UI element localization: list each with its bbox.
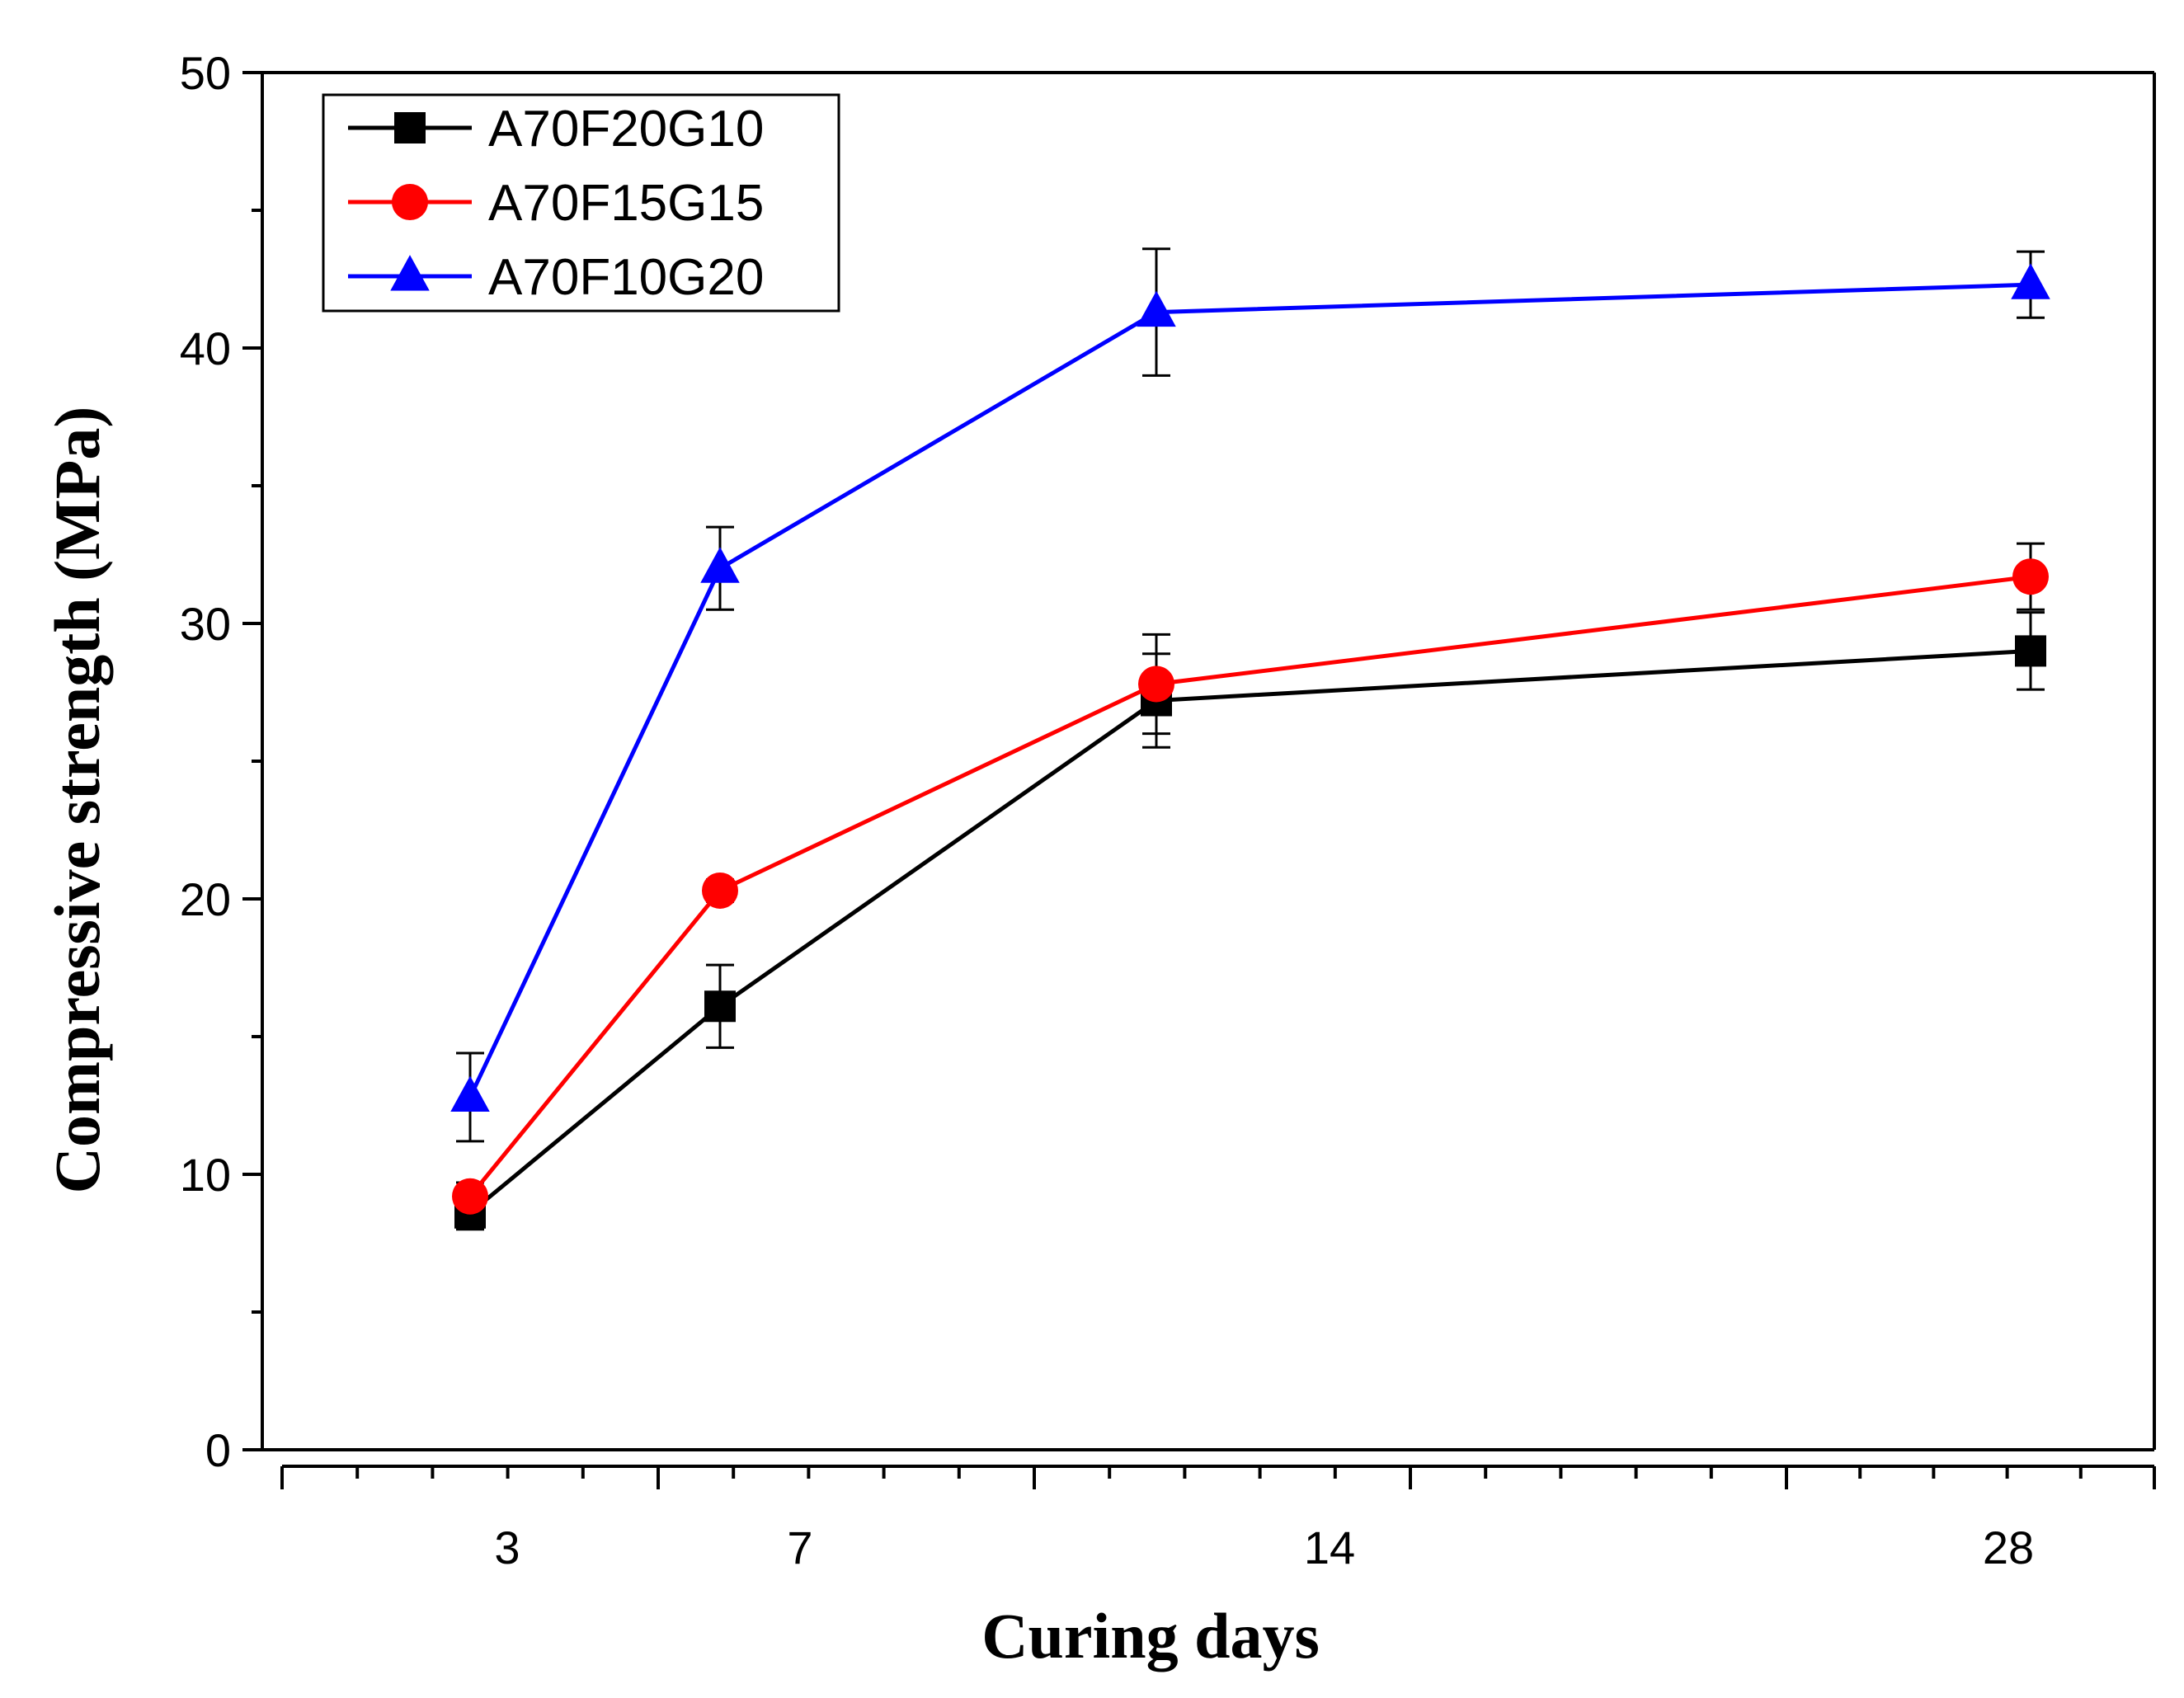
legend-entry: A70F15G15 [348,175,764,232]
series-line [468,574,2031,1198]
y-tick-label: 40 [180,322,231,374]
legend-marker [392,184,428,220]
data-point [2012,558,2049,595]
data-point [2015,635,2046,667]
data-point [1138,666,1174,703]
y-tick-label: 20 [180,873,231,925]
y-tick-label: 30 [180,598,231,650]
y-axis-title: Compressive strength (MPa) [41,407,113,1194]
x-tick-label: 14 [1304,1522,1355,1573]
series-layer [450,247,2050,1231]
x-tick-label: 3 [494,1522,520,1573]
series-line [468,282,2031,1098]
series-line [468,648,2031,1215]
axes-layer: 0 10 20 30 40 50 3 7 14 28 [180,47,2156,1573]
legend-entry: A70F10G20 [348,249,764,306]
data-point [700,547,740,583]
y-tick-label: 0 [205,1424,231,1476]
x-tick-label: 7 [787,1522,812,1573]
data-point [452,1178,488,1215]
data-point [450,1075,490,1112]
legend-label: A70F10G20 [488,249,764,306]
legend: A70F20G10 A70F15G15 A70F10G20 [322,93,840,313]
series-A70F20G10 [454,611,2046,1231]
y-tick-label: 10 [180,1149,231,1201]
legend-entry: A70F20G10 [348,101,764,158]
series-A70F10G20 [450,247,2050,1143]
series-A70F15G15 [452,542,2049,1215]
legend-label: A70F20G10 [488,101,764,158]
legend-marker [390,255,430,291]
legend-marker [394,112,426,143]
x-tick-label: 28 [1983,1522,2034,1573]
data-point [1137,290,1176,327]
legend-label: A70F15G15 [488,175,764,232]
data-point [702,872,738,909]
data-point [2011,263,2050,299]
x-axis-title: Curing days [981,1600,1320,1672]
data-point [704,990,736,1023]
y-tick-label: 50 [180,47,231,99]
